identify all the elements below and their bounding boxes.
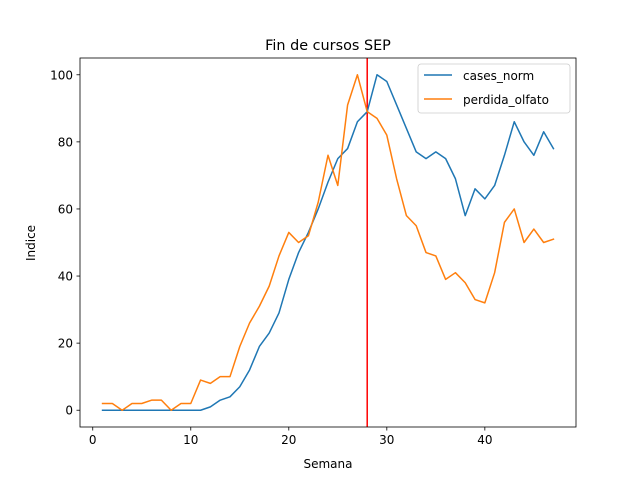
x-tick-label: 40 bbox=[477, 433, 492, 447]
legend-label-perdida-olfato: perdida_olfato bbox=[463, 93, 549, 107]
series-layer bbox=[101, 74, 555, 411]
series-line-cases-norm bbox=[101, 74, 555, 411]
chart-title: Fin de cursos SEP bbox=[265, 38, 391, 54]
y-tick-label: 100 bbox=[50, 68, 73, 82]
legend-box bbox=[417, 63, 571, 114]
x-tick-label: 30 bbox=[379, 433, 394, 447]
x-axis-ticks: 0 10 20 30 40 bbox=[89, 427, 492, 447]
x-tick-label: 10 bbox=[183, 433, 198, 447]
legend-label-cases-norm: cases_norm bbox=[463, 69, 534, 83]
plot-area bbox=[101, 58, 555, 427]
x-tick-label: 0 bbox=[89, 433, 97, 447]
y-tick-label: 80 bbox=[58, 135, 73, 149]
x-axis-label: Semana bbox=[303, 457, 352, 471]
y-tick-label: 20 bbox=[58, 337, 73, 351]
y-axis-ticks: 0 20 40 60 80 100 bbox=[50, 68, 80, 418]
y-tick-label: 0 bbox=[65, 404, 73, 418]
series-line-perdida-olfato bbox=[101, 74, 555, 411]
x-tick-label: 20 bbox=[281, 433, 296, 447]
y-tick-label: 60 bbox=[58, 202, 73, 216]
legend: cases_norm perdida_olfato bbox=[417, 63, 571, 114]
y-tick-label: 40 bbox=[58, 270, 73, 284]
y-axis-label: Indice bbox=[24, 225, 38, 261]
axes-frame bbox=[79, 57, 577, 428]
